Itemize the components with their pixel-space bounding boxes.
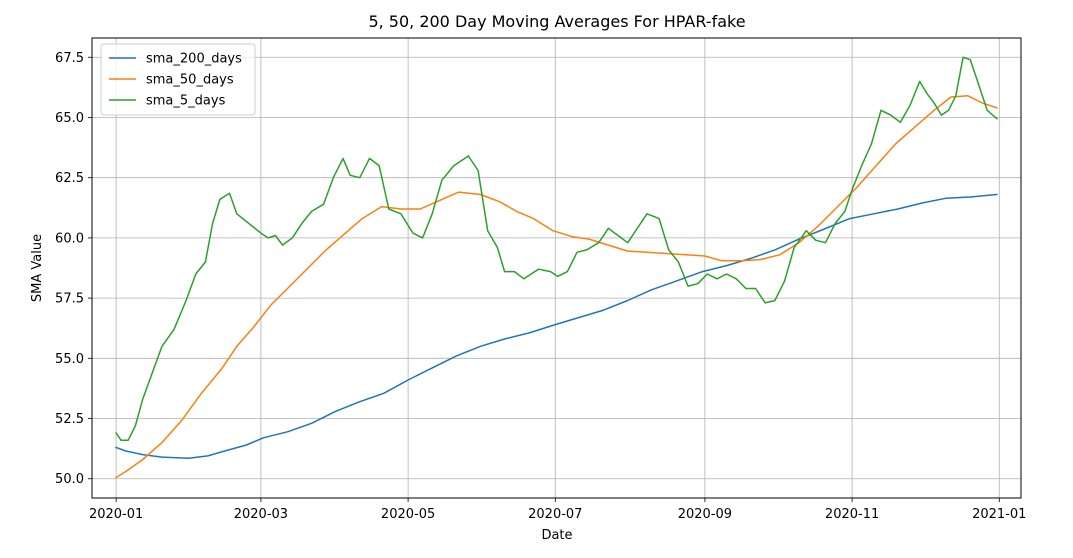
legend-label: sma_50_days xyxy=(146,73,234,88)
legend-label: sma_200_days xyxy=(146,52,242,67)
series-line-sma-5-days xyxy=(115,56,998,441)
x-tick-label: 2020-01 xyxy=(89,507,143,522)
plot-area xyxy=(91,37,1022,499)
y-tick-label: 52.5 xyxy=(55,412,84,427)
x-tick-label: 2020-07 xyxy=(528,507,582,522)
y-tick-label: 65.0 xyxy=(55,111,84,126)
x-tick-label: 2021-01 xyxy=(972,507,1026,522)
grid xyxy=(92,38,1021,498)
y-tick-label: 55.0 xyxy=(55,352,84,367)
series-line-sma-50-days xyxy=(115,95,998,479)
x-tick-label: 2020-09 xyxy=(678,507,732,522)
x-axis-label: Date xyxy=(541,528,572,543)
legend-box xyxy=(100,43,256,116)
y-tick-label: 60.0 xyxy=(55,231,84,246)
legend: sma_200_days sma_50_days sma_5_days xyxy=(100,43,256,116)
y-tick-label: 67.5 xyxy=(55,51,84,66)
x-tick-label: 2020-03 xyxy=(234,507,288,522)
legend-label: sma_5_days xyxy=(146,94,226,109)
x-tick-label: 2020-11 xyxy=(825,507,879,522)
chart-title: 5, 50, 200 Day Moving Averages For HPAR-… xyxy=(368,12,745,31)
series-lines xyxy=(115,56,998,479)
series-line-sma-200-days xyxy=(115,193,998,460)
axis-ticks: 2020-01 2020-03 2020-05 2020-07 2020-09 2020-… xyxy=(55,51,1026,522)
x-tick-label: 2020-05 xyxy=(381,507,435,522)
y-tick-label: 62.5 xyxy=(55,171,84,186)
y-tick-label: 50.0 xyxy=(55,472,84,487)
y-axis-label: SMA Value xyxy=(30,234,45,302)
y-tick-label: 57.5 xyxy=(55,292,84,307)
